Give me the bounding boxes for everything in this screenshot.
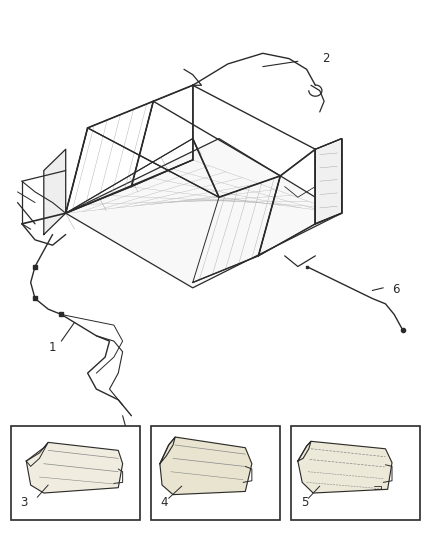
Bar [291,426,420,520]
Text: 2: 2 [322,52,330,65]
Bar [11,426,140,520]
Polygon shape [66,139,342,288]
Text: 1: 1 [49,341,57,354]
Polygon shape [298,441,392,493]
Text: 6: 6 [392,283,399,296]
Text: 4: 4 [160,496,168,508]
Text: 3: 3 [21,496,28,508]
Text: 5: 5 [301,496,308,508]
Polygon shape [44,149,66,235]
Polygon shape [160,437,252,495]
Polygon shape [315,139,342,224]
Polygon shape [26,442,123,493]
Bar [151,426,280,520]
